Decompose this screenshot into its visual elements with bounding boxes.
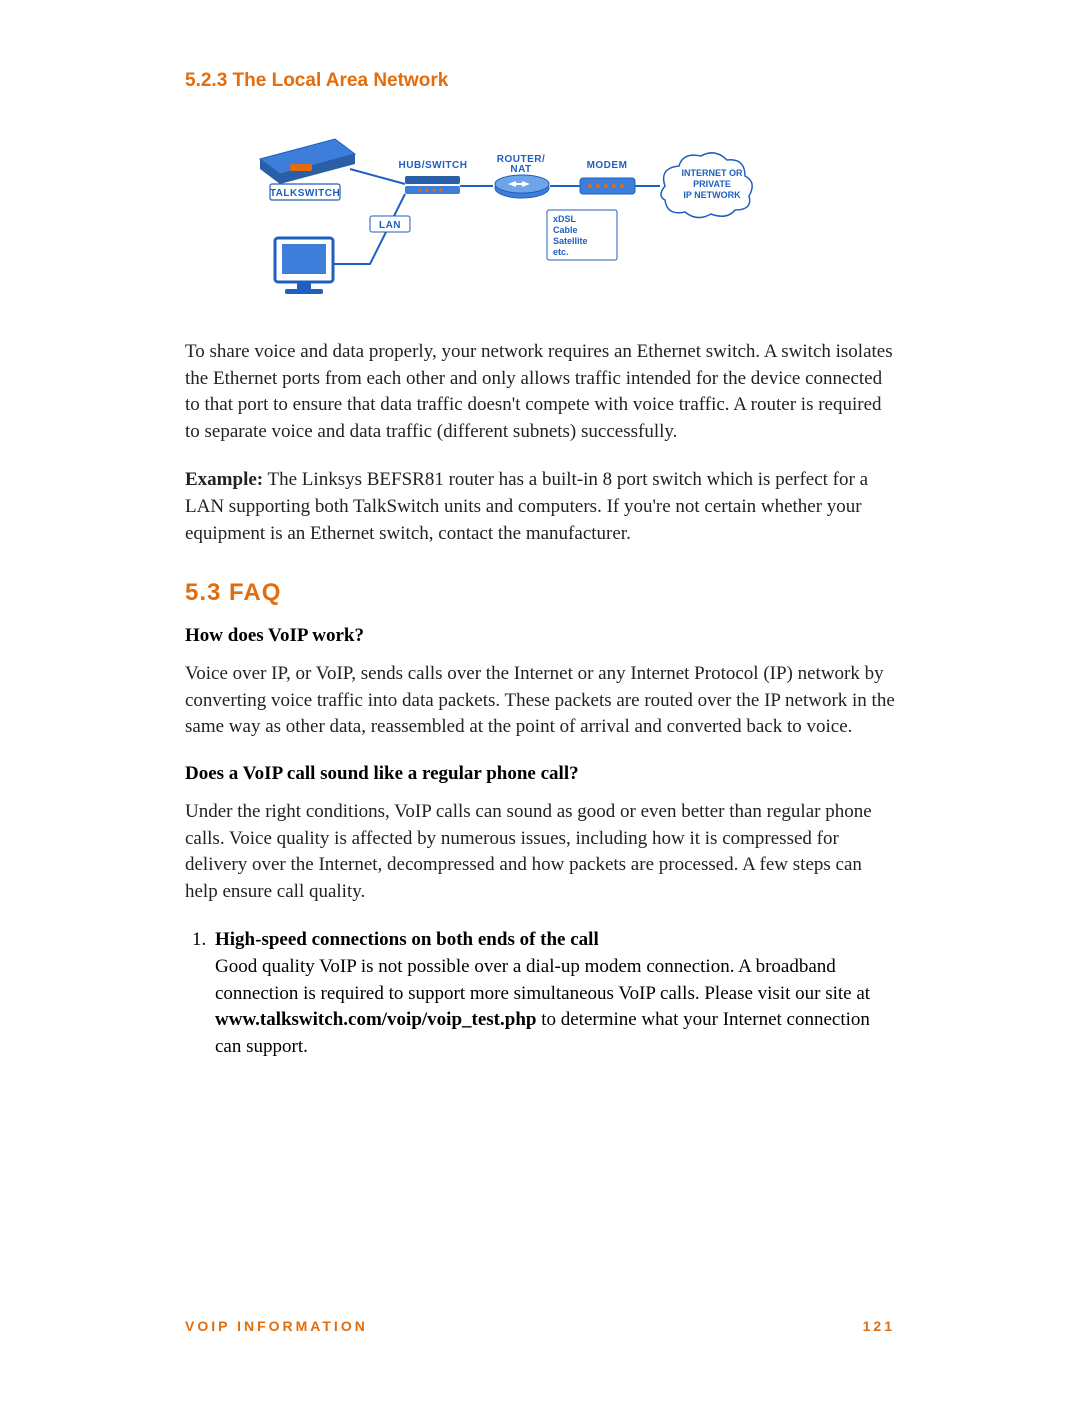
- wan-label-group: xDSL Cable Satellite etc.: [547, 210, 617, 260]
- lan-label: LAN: [379, 220, 401, 231]
- router-label-2: NAT: [510, 164, 531, 175]
- footer-page-number: 121: [863, 1318, 895, 1334]
- cloud-icon: INTERNET OR PRIVATE IP NETWORK: [661, 153, 752, 218]
- list-item-body-a: Good quality VoIP is not possible over a…: [215, 956, 870, 1004]
- cloud-label-2: PRIVATE: [693, 179, 731, 189]
- paragraph-1: To share voice and data properly, your n…: [185, 339, 895, 445]
- list-item-title: High-speed connections on both ends of t…: [215, 929, 599, 950]
- paragraph-2: Example: The Linksys BEFSR81 router has …: [185, 467, 895, 547]
- section-heading-faq: 5.3 FAQ: [185, 579, 895, 607]
- lan-label-group: LAN: [370, 216, 410, 232]
- modem-icon: MODEM: [580, 160, 635, 194]
- example-text: The Linksys BEFSR81 router has a built-i…: [185, 469, 868, 543]
- hub-label: HUB/SWITCH: [399, 160, 468, 171]
- cloud-label-1: INTERNET OR: [681, 168, 743, 178]
- hub-switch-icon: HUB/SWITCH: [399, 160, 468, 194]
- footer-section-title: VOIP INFORMATION: [185, 1318, 368, 1334]
- example-label: Example:: [185, 469, 263, 490]
- document-page: 5.2.3 The Local Area Network TALKSWITCH: [0, 0, 1080, 1412]
- talkswitch-icon: TALKSWITCH: [260, 139, 355, 200]
- faq-answer-1: Voice over IP, or VoIP, sends calls over…: [185, 661, 895, 741]
- cloud-label-3: IP NETWORK: [683, 190, 741, 200]
- steps-list: High-speed connections on both ends of t…: [185, 927, 895, 1060]
- wan-l1: xDSL: [553, 214, 577, 224]
- subsection-heading: 5.2.3 The Local Area Network: [185, 70, 895, 92]
- faq-question-2: Does a VoIP call sound like a regular ph…: [185, 763, 895, 785]
- wan-l3: Satellite: [553, 236, 588, 246]
- router-icon: ROUTER/ NAT: [495, 154, 549, 198]
- faq-question-1: How does VoIP work?: [185, 625, 895, 647]
- faq-answer-2: Under the right conditions, VoIP calls c…: [185, 799, 895, 905]
- list-item-url: www.talkswitch.com/voip/voip_test.php: [215, 1009, 536, 1030]
- page-footer: VOIP INFORMATION 121: [185, 1318, 895, 1334]
- list-item: High-speed connections on both ends of t…: [211, 927, 895, 1060]
- pc-icon: [275, 238, 333, 294]
- talkswitch-label: TALKSWITCH: [270, 188, 340, 199]
- modem-label: MODEM: [587, 160, 628, 171]
- network-diagram: TALKSWITCH HUB/SWITCH ROUTER/ NAT MODEM: [235, 114, 895, 309]
- wan-l4: etc.: [553, 247, 569, 257]
- wan-l2: Cable: [553, 225, 578, 235]
